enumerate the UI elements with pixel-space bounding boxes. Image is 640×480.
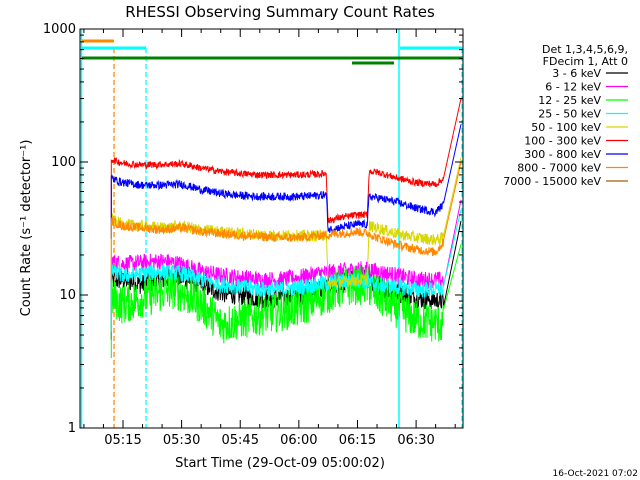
legend-label: 800 - 7000 keV xyxy=(517,162,601,175)
legend-label: 3 - 6 keV xyxy=(552,67,601,80)
y-tick-label: 10 xyxy=(59,288,76,303)
legend-label: 50 - 100 keV xyxy=(531,121,601,134)
plot-frame xyxy=(79,28,464,429)
y-tick-label: 1000 xyxy=(43,22,76,37)
legend-header: FDecim 1, Att 0 xyxy=(543,55,628,68)
series-group xyxy=(110,98,462,358)
series-line xyxy=(110,244,462,358)
x-tick-label: 05:30 xyxy=(163,433,200,448)
legend-label: 12 - 25 keV xyxy=(538,94,601,107)
y-axis-label: Count Rate (s⁻¹ detector⁻¹) xyxy=(19,140,34,317)
y-tick-label: 1 xyxy=(68,421,76,436)
legend-label: 6 - 12 keV xyxy=(545,81,601,94)
x-axis: 05:15 05:30 05:45 06:00 06:15 06:30 xyxy=(83,29,456,448)
x-tick-label: 06:00 xyxy=(280,433,317,448)
legend-header: Det 1,3,4,5,6,9, xyxy=(542,43,628,56)
series-line xyxy=(110,98,462,224)
x-tick-label: 05:45 xyxy=(222,433,259,448)
legend-label: 7000 - 15000 keV xyxy=(503,175,601,188)
x-axis-label: Start Time (29-Oct-09 05:00:02) xyxy=(175,456,385,471)
series-line xyxy=(110,209,462,332)
legend-label: 100 - 300 keV xyxy=(524,135,601,148)
legend-label: 300 - 800 keV xyxy=(524,148,601,161)
legend: Det 1,3,4,5,6,9,FDecim 1, Att 03 - 6 keV… xyxy=(503,43,628,188)
x-tick-label: 06:30 xyxy=(397,433,434,448)
y-tick-label: 100 xyxy=(51,155,76,170)
x-tick-label: 05:15 xyxy=(104,433,141,448)
chart-title: RHESSI Observing Summary Count Rates xyxy=(125,3,435,21)
x-tick-label: 06:15 xyxy=(339,433,376,448)
y-axis: 1 10 100 1000 xyxy=(43,22,463,436)
footer-date: 16-Oct-2021 07:02 xyxy=(553,469,638,479)
series-line xyxy=(110,124,462,239)
series-line xyxy=(110,161,462,281)
legend-label: 25 - 50 keV xyxy=(538,108,601,121)
